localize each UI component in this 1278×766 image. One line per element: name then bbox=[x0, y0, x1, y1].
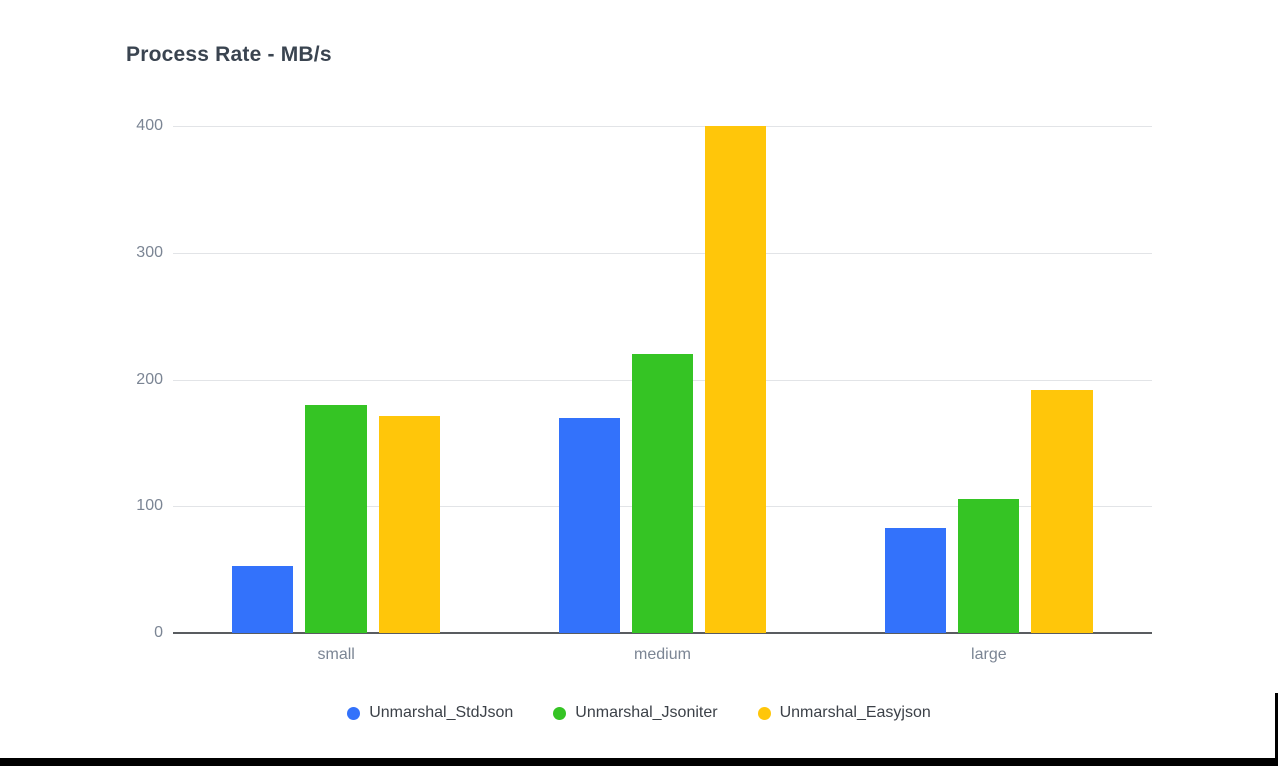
legend-label: Unmarshal_Easyjson bbox=[779, 704, 931, 721]
y-tick-label: 100 bbox=[136, 497, 163, 515]
gridline-y-300 bbox=[173, 252, 1152, 254]
bar-Unmarshal_Jsoniter-small[interactable] bbox=[305, 404, 367, 633]
x-tick-label-large: large bbox=[971, 646, 1007, 663]
bar-group-small bbox=[226, 126, 446, 633]
legend-label: Unmarshal_StdJson bbox=[369, 704, 514, 721]
legend-dot-icon bbox=[757, 706, 771, 720]
bar-Unmarshal_StdJson-large[interactable] bbox=[884, 527, 947, 633]
x-axis: small medium large bbox=[173, 646, 1152, 670]
legend-dot-icon bbox=[553, 706, 567, 720]
bar-group-large bbox=[879, 126, 1099, 633]
bar-Unmarshal_Jsoniter-large[interactable] bbox=[958, 498, 1020, 633]
y-tick-label: 300 bbox=[136, 243, 163, 261]
y-tick-label: 0 bbox=[154, 624, 163, 641]
legend: Unmarshal_StdJson Unmarshal_Jsoniter Unmar… bbox=[0, 704, 1278, 722]
bar-Unmarshal_Easyjson-medium[interactable] bbox=[705, 126, 767, 633]
gridline-y-400 bbox=[173, 126, 1152, 127]
y-tick-label: 400 bbox=[136, 117, 163, 134]
bar-Unmarshal_Easyjson-large[interactable] bbox=[1031, 389, 1093, 633]
screen-edge-bottom bbox=[0, 758, 1278, 766]
legend-item-Unmarshal_StdJson[interactable]: Unmarshal_StdJson bbox=[347, 704, 513, 722]
legend-item-Unmarshal_Jsoniter[interactable]: Unmarshal_Jsoniter bbox=[553, 704, 718, 722]
legend-item-Unmarshal_Easyjson[interactable]: Unmarshal_Easyjson bbox=[757, 704, 931, 722]
plot-area bbox=[173, 126, 1152, 634]
x-tick-label-medium: medium bbox=[634, 646, 691, 663]
screen-edge-right bbox=[1275, 693, 1278, 766]
x-axis-baseline bbox=[173, 632, 1152, 634]
bar-group-medium bbox=[553, 126, 773, 633]
y-tick-label: 200 bbox=[136, 370, 163, 388]
x-tick-label-small: small bbox=[317, 646, 355, 663]
legend-dot-icon bbox=[347, 706, 361, 720]
bar-Unmarshal_Jsoniter-medium[interactable] bbox=[631, 354, 694, 633]
legend-label: Unmarshal_Jsoniter bbox=[575, 704, 718, 721]
y-axis: 0 100 200 300 400 bbox=[0, 117, 163, 641]
bar-Unmarshal_StdJson-small[interactable] bbox=[232, 565, 294, 633]
bar-Unmarshal_StdJson-medium[interactable] bbox=[558, 417, 620, 633]
chart-title: Process Rate - MB/s bbox=[126, 43, 332, 66]
bar-Unmarshal_Easyjson-small[interactable] bbox=[378, 416, 441, 633]
